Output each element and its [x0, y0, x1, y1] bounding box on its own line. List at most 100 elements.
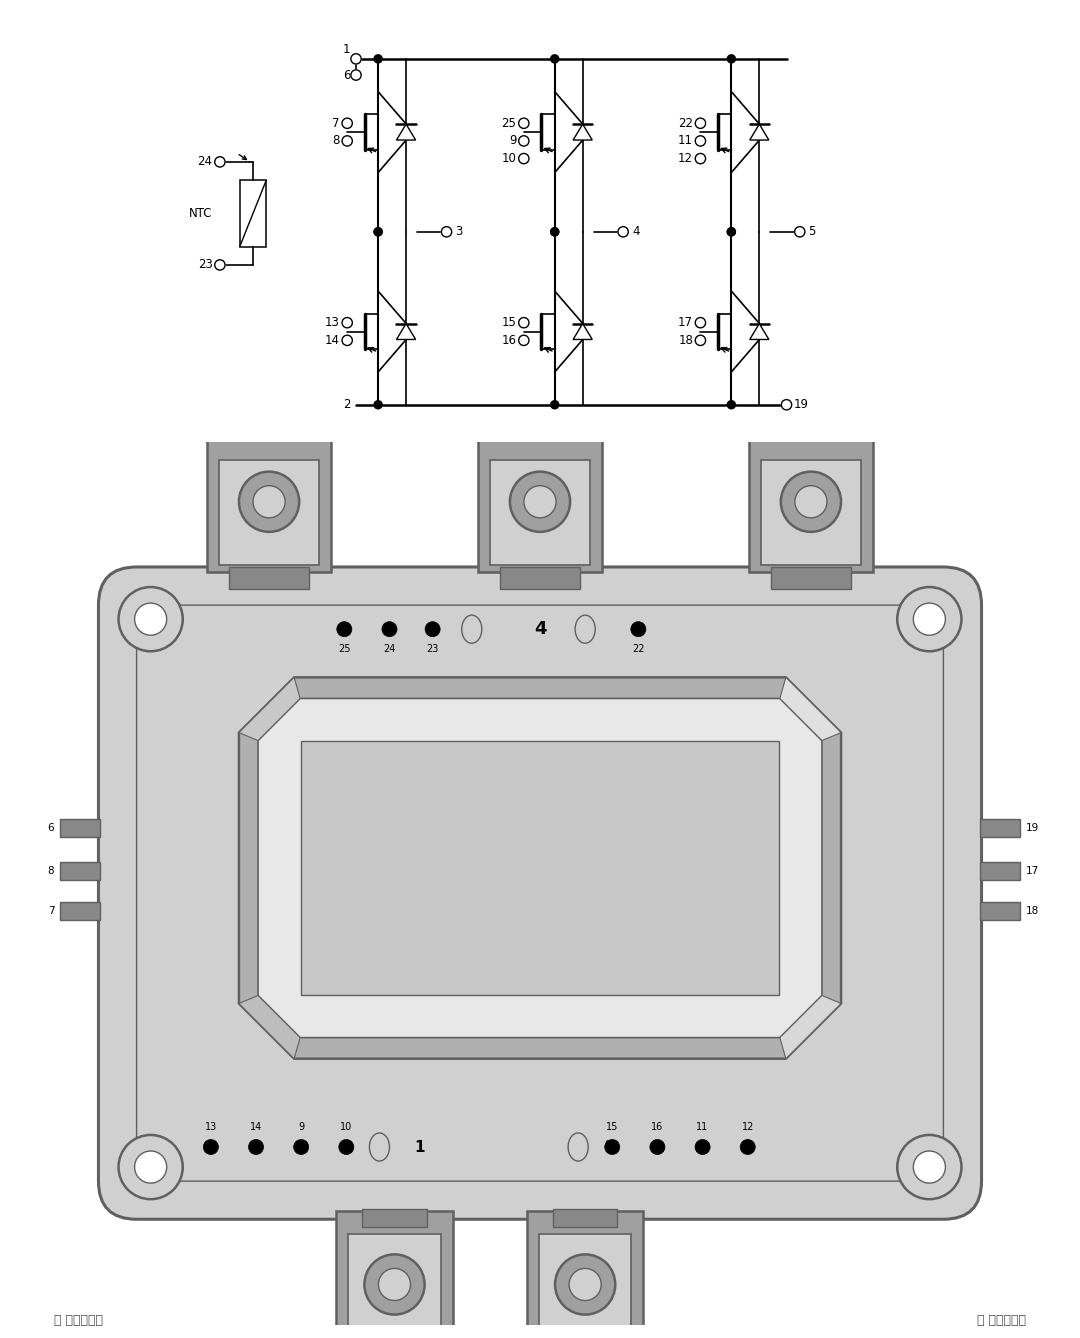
- Circle shape: [203, 1140, 218, 1155]
- Circle shape: [119, 1135, 183, 1199]
- Text: 心 汽车材料网: 心 汽车材料网: [977, 1314, 1026, 1327]
- Text: 8: 8: [333, 134, 340, 147]
- Circle shape: [215, 157, 225, 167]
- Text: 心 翠展微电子: 心 翠展微电子: [54, 1314, 103, 1327]
- Bar: [553, 1210, 618, 1227]
- Text: 18: 18: [1026, 906, 1039, 917]
- Circle shape: [551, 227, 558, 235]
- Polygon shape: [780, 995, 841, 1058]
- Text: 17: 17: [1026, 866, 1039, 876]
- Bar: [500, 567, 580, 589]
- Circle shape: [897, 1135, 961, 1199]
- Polygon shape: [750, 124, 769, 140]
- Circle shape: [631, 622, 646, 637]
- Text: 11: 11: [678, 134, 693, 147]
- Text: 12: 12: [742, 1123, 754, 1132]
- Bar: [300, 741, 780, 995]
- Circle shape: [781, 400, 792, 409]
- Circle shape: [551, 400, 558, 409]
- Circle shape: [339, 1140, 354, 1155]
- Text: 9: 9: [298, 1123, 305, 1132]
- Circle shape: [374, 227, 382, 235]
- Circle shape: [510, 472, 570, 533]
- Circle shape: [618, 226, 629, 237]
- Text: 22: 22: [632, 645, 645, 654]
- Circle shape: [518, 135, 529, 146]
- Bar: [760, 460, 861, 565]
- Circle shape: [696, 154, 705, 163]
- Polygon shape: [750, 324, 769, 340]
- Text: 2: 2: [605, 1140, 616, 1155]
- Text: 5: 5: [920, 621, 933, 638]
- Text: 1: 1: [415, 1140, 424, 1155]
- Bar: [748, 436, 873, 573]
- Bar: [219, 460, 320, 565]
- Text: 19: 19: [1026, 823, 1039, 832]
- Polygon shape: [239, 677, 300, 740]
- Ellipse shape: [369, 1133, 390, 1161]
- Text: 10: 10: [340, 1123, 352, 1132]
- Text: 13: 13: [205, 1123, 217, 1132]
- Text: 24: 24: [198, 155, 213, 169]
- FancyBboxPatch shape: [98, 567, 982, 1219]
- Bar: [229, 567, 309, 589]
- Circle shape: [135, 603, 166, 636]
- Circle shape: [795, 486, 827, 518]
- Circle shape: [518, 118, 529, 128]
- Circle shape: [248, 1140, 264, 1155]
- Bar: [363, 1210, 427, 1227]
- Bar: [527, 1211, 644, 1338]
- Bar: [60, 862, 100, 880]
- Circle shape: [605, 1140, 620, 1155]
- Circle shape: [119, 587, 183, 652]
- Text: 25: 25: [338, 645, 351, 654]
- Circle shape: [795, 226, 805, 237]
- Circle shape: [727, 227, 735, 235]
- Bar: [60, 902, 100, 921]
- Bar: [207, 436, 332, 573]
- Bar: [980, 862, 1020, 880]
- Circle shape: [382, 622, 397, 637]
- Polygon shape: [239, 995, 300, 1058]
- Text: 24: 24: [383, 645, 395, 654]
- Text: 7: 7: [48, 906, 54, 917]
- Polygon shape: [396, 324, 416, 340]
- Text: 12: 12: [678, 153, 693, 165]
- Text: 1: 1: [342, 43, 350, 56]
- Ellipse shape: [576, 615, 595, 644]
- Polygon shape: [396, 124, 416, 140]
- Text: 14: 14: [249, 1123, 262, 1132]
- Text: 17: 17: [678, 316, 693, 329]
- Text: 22: 22: [678, 116, 693, 130]
- Circle shape: [342, 135, 352, 146]
- Circle shape: [351, 54, 361, 64]
- Text: 19: 19: [794, 399, 809, 411]
- Circle shape: [914, 1151, 945, 1183]
- Circle shape: [442, 226, 451, 237]
- Circle shape: [342, 336, 352, 345]
- Circle shape: [378, 1268, 410, 1301]
- Bar: [771, 567, 851, 589]
- Circle shape: [374, 55, 382, 63]
- Text: 3: 3: [456, 225, 462, 238]
- Text: 3: 3: [147, 621, 160, 638]
- Circle shape: [294, 1140, 309, 1155]
- Circle shape: [135, 1151, 166, 1183]
- Polygon shape: [780, 677, 841, 740]
- Circle shape: [426, 622, 441, 637]
- Circle shape: [696, 1140, 710, 1155]
- Text: 9: 9: [509, 134, 516, 147]
- Bar: [980, 819, 1020, 838]
- Circle shape: [518, 336, 529, 345]
- Circle shape: [337, 622, 352, 637]
- Bar: [240, 181, 267, 246]
- Circle shape: [727, 55, 735, 63]
- Bar: [60, 819, 100, 838]
- Text: 13: 13: [325, 316, 340, 329]
- Bar: [336, 1211, 453, 1338]
- Polygon shape: [258, 698, 822, 1038]
- Text: 23: 23: [198, 258, 213, 272]
- Polygon shape: [239, 677, 841, 1058]
- Circle shape: [897, 587, 961, 652]
- Bar: [349, 1234, 441, 1334]
